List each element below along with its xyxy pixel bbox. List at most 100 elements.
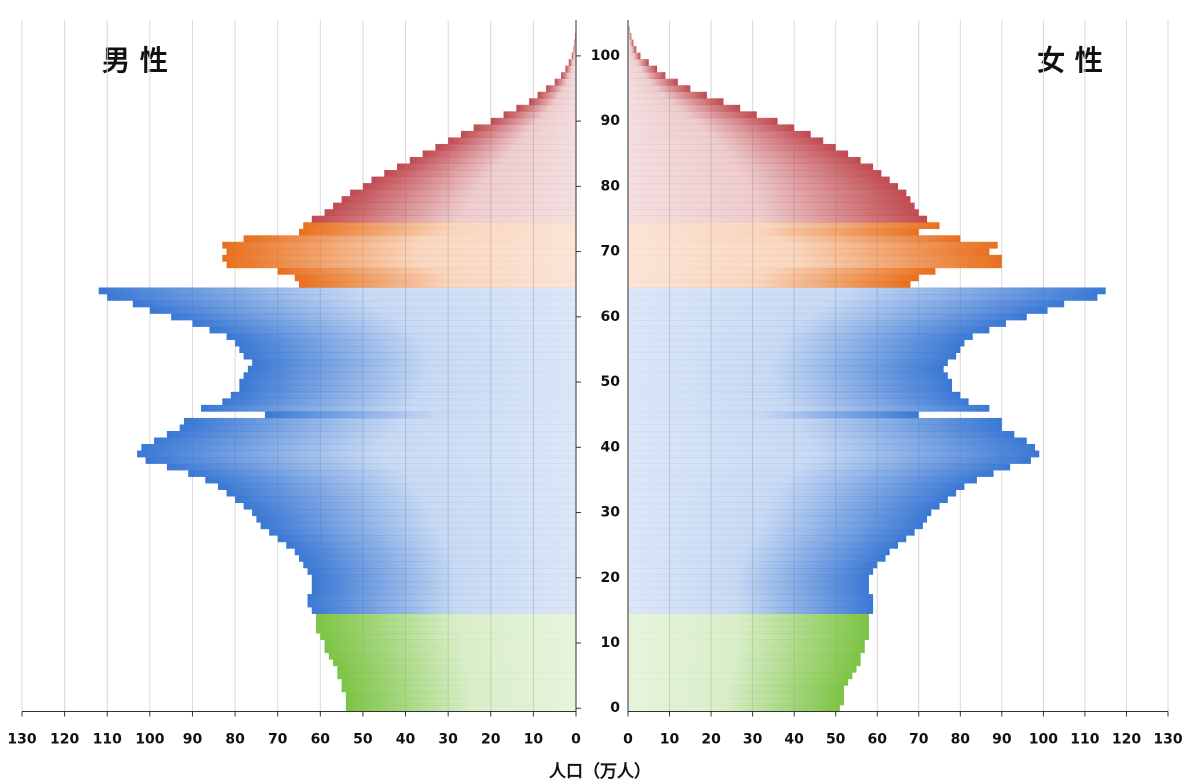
x-tick-label: 20 <box>701 732 721 748</box>
bar <box>628 496 948 504</box>
y-tick-label: 60 <box>601 309 621 325</box>
y-tick-label: 10 <box>601 635 621 651</box>
bar <box>628 430 1015 438</box>
bar <box>473 124 576 132</box>
x-tick-label: 40 <box>396 732 416 748</box>
bar <box>628 385 952 393</box>
bar <box>362 183 576 190</box>
bar <box>628 261 1002 269</box>
bar <box>222 398 577 406</box>
bar <box>628 313 1027 321</box>
bar <box>460 130 576 138</box>
bar <box>341 685 576 693</box>
bar <box>628 222 940 230</box>
bar <box>316 620 576 627</box>
bar <box>264 411 576 419</box>
bar <box>546 85 576 93</box>
bar <box>628 46 637 53</box>
bar <box>409 156 576 164</box>
bar <box>628 346 961 354</box>
bar <box>628 85 691 93</box>
bar <box>422 150 576 158</box>
bar <box>235 339 577 347</box>
bar <box>333 202 576 210</box>
bar <box>209 326 576 334</box>
bar <box>565 65 576 73</box>
bar <box>628 372 948 380</box>
bar <box>628 143 836 151</box>
bar <box>294 548 576 556</box>
bar <box>252 509 576 517</box>
bar <box>628 65 658 73</box>
bar <box>628 620 869 627</box>
bar <box>628 352 957 360</box>
bar <box>226 333 577 340</box>
bar <box>628 365 944 373</box>
bar <box>303 222 576 230</box>
bar <box>628 189 907 197</box>
bar <box>311 215 576 223</box>
x-tick-label: 70 <box>909 732 929 748</box>
bar <box>239 346 577 354</box>
bar <box>628 457 1031 464</box>
bar <box>628 293 1098 301</box>
bar <box>345 698 576 706</box>
bar <box>537 91 576 99</box>
bar <box>316 626 576 634</box>
x-tick-label: 110 <box>1070 732 1099 748</box>
bar <box>628 78 678 86</box>
bar <box>628 91 707 99</box>
bar <box>628 333 973 340</box>
bar <box>243 235 576 243</box>
bar <box>573 46 576 53</box>
bar <box>628 600 874 608</box>
bar <box>269 528 576 536</box>
bar <box>628 411 919 419</box>
bar <box>628 163 874 171</box>
bar <box>320 633 576 641</box>
bar <box>628 437 1027 445</box>
bar <box>397 163 576 171</box>
bar <box>384 170 576 177</box>
bar <box>628 307 1048 314</box>
bar <box>200 404 576 412</box>
bar <box>226 261 577 269</box>
bar <box>628 398 969 406</box>
bar <box>628 509 932 517</box>
bar <box>239 385 577 393</box>
bar <box>628 652 861 660</box>
x-tick-label: 80 <box>951 732 971 748</box>
x-tick-label: 120 <box>1112 732 1141 748</box>
x-tick-label: 50 <box>826 732 846 748</box>
bar <box>628 613 869 621</box>
bar <box>307 594 576 601</box>
bar <box>628 561 878 569</box>
bar <box>277 267 576 275</box>
bar <box>311 607 576 614</box>
x-tick-label: 30 <box>438 732 458 748</box>
bar <box>628 72 666 80</box>
bar <box>628 137 824 145</box>
bar <box>628 391 961 399</box>
bar <box>628 581 869 588</box>
bar <box>183 417 576 425</box>
x-tick-label: 60 <box>867 732 887 748</box>
bar <box>628 685 844 693</box>
bar <box>628 39 634 47</box>
bar <box>628 489 957 497</box>
x-tick-label: 40 <box>784 732 804 748</box>
bar <box>628 522 923 530</box>
bar <box>628 470 994 477</box>
bar <box>299 554 576 562</box>
bar <box>628 254 1002 262</box>
x-tick-label: 10 <box>524 732 544 748</box>
y-tick-label: 50 <box>601 374 621 390</box>
y-tick-label: 100 <box>591 48 620 64</box>
bar <box>337 665 576 673</box>
bar <box>337 672 576 680</box>
x-tick-label: 20 <box>481 732 501 748</box>
bar <box>628 111 757 119</box>
bar <box>568 59 576 66</box>
bar <box>628 287 1106 295</box>
x-tick-label: 130 <box>7 732 36 748</box>
